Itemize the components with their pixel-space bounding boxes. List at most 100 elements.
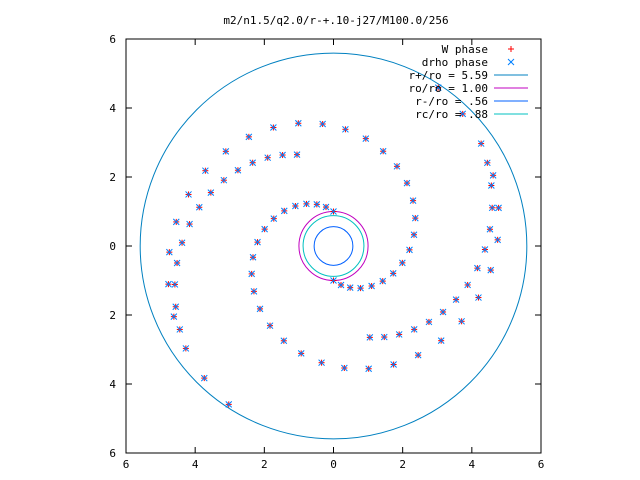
drho-phase-point: [200, 374, 208, 382]
drho-phase-point: [483, 159, 491, 167]
drho-phase-point: [270, 124, 277, 131]
drho-phase-point: [195, 203, 203, 211]
drho-phase-point: [249, 159, 257, 167]
drho-phase-point: [303, 200, 310, 208]
legend-label: W phase: [442, 43, 488, 56]
drho-phase-point: [294, 119, 302, 127]
drho-phase-point: [393, 162, 401, 170]
drho-phase-point: [165, 280, 172, 288]
drho-phase-point: [280, 337, 288, 345]
drho-phase-point: [270, 215, 278, 222]
drho-phase-point: [173, 259, 181, 267]
drho-phase-point: [357, 284, 364, 292]
drho-phase-point: [390, 361, 397, 368]
drho-phase-point: [297, 350, 305, 357]
legend-label: rc/ro = .88: [415, 108, 488, 121]
drho-phase-point: [266, 322, 274, 330]
drho-phase-point: [185, 191, 192, 198]
radius-circle: [298, 211, 369, 281]
drho-phase-point: [395, 331, 403, 338]
radius-circle: [313, 226, 354, 266]
y-tick-label: 2: [109, 171, 116, 184]
drho-phase-point: [488, 182, 495, 189]
drho-phase-point: [322, 203, 330, 211]
drho-phase-point: [475, 294, 482, 301]
legend-label: ro/ro = 1.00: [409, 82, 488, 95]
axis-ticks: [125, 38, 542, 454]
drho-phase-point: [410, 231, 418, 239]
drho-phase-point: [439, 308, 447, 316]
drho-phase-point: [225, 401, 233, 408]
drho-phase-point: [313, 200, 321, 208]
radius-circle: [302, 215, 365, 277]
drho-phase-point: [254, 238, 261, 246]
drho-phase-point: [330, 277, 337, 284]
drho-phase-point: [280, 207, 288, 215]
drho-phase-point: [481, 246, 489, 253]
drho-phase-point: [178, 239, 186, 247]
drho-phase-point: [366, 334, 374, 341]
drho-phase-point: [279, 151, 286, 159]
drho-phase-point: [330, 208, 337, 215]
drho-phase-point: [318, 359, 325, 367]
drho-phase-point: [261, 225, 269, 233]
drho-phase-point: [474, 264, 481, 272]
drho-phase-point: [398, 259, 406, 267]
y-tick-label: 6: [109, 33, 116, 46]
drho-phase-point: [365, 365, 373, 373]
legend-label: r-/ro = .56: [415, 95, 488, 108]
drho-phase-point: [248, 270, 256, 278]
drho-phase-point: [182, 345, 190, 352]
drho-phase-point: [425, 318, 433, 326]
legend-label: drho phase: [422, 56, 488, 69]
drho-phase-point: [494, 236, 502, 244]
x-tick-label: 6: [538, 458, 545, 471]
drho-phase-point: [434, 84, 442, 91]
x-tick-label: 6: [123, 458, 130, 471]
drho-phase-point: [410, 326, 418, 333]
phase-points: [165, 84, 502, 408]
drho-phase-point: [220, 176, 228, 184]
chart-title: m2/n1.5/q2.0/r-+.10-j27/M100.0/256: [223, 14, 448, 27]
drho-phase-point: [403, 179, 411, 187]
drho-phase-point: [292, 202, 299, 210]
drho-phase-point: [202, 167, 209, 175]
drho-phase-point: [362, 135, 370, 142]
drho-phase-point: [250, 288, 258, 295]
y-tick-label: 6: [109, 447, 116, 460]
drho-phase-point: [170, 313, 178, 321]
drho-phase-point: [411, 214, 419, 222]
drho-phase-point: [342, 125, 349, 133]
drho-phase-point: [171, 281, 179, 288]
drho-phase-point: [293, 151, 301, 159]
drho-phase-point: [452, 296, 460, 303]
drho-phase-point: [368, 282, 375, 290]
drho-phase-point: [319, 120, 327, 128]
y-tick-label: 4: [109, 102, 116, 115]
drho-phase-point: [340, 364, 348, 372]
y-tick-label: 0: [109, 240, 116, 253]
drho-phase-point: [495, 204, 502, 212]
y-tick-label: 2: [109, 309, 116, 322]
drho-phase-point: [380, 333, 388, 341]
radius-circle: [139, 52, 528, 440]
drho-phase-point: [346, 284, 354, 292]
drho-phase-point: [165, 248, 173, 256]
drho-phase-point: [389, 270, 397, 277]
drho-phase-point: [172, 218, 180, 226]
drho-phase-point: [245, 133, 253, 141]
drho-phase-point: [256, 305, 264, 313]
drho-phase-point: [414, 351, 422, 359]
drho-phase-point: [409, 197, 417, 204]
drho-phase-point: [487, 266, 495, 274]
drho-phase-point: [186, 220, 193, 228]
legend-label: r+/ro = 5.59: [409, 69, 488, 82]
drho-phase-point: [172, 303, 180, 311]
drho-phase-point: [489, 171, 497, 179]
drho-phase-point: [264, 154, 272, 162]
x-tick-label: 4: [192, 458, 199, 471]
drho-phase-point: [176, 326, 184, 333]
drho-phase-point: [379, 147, 387, 155]
